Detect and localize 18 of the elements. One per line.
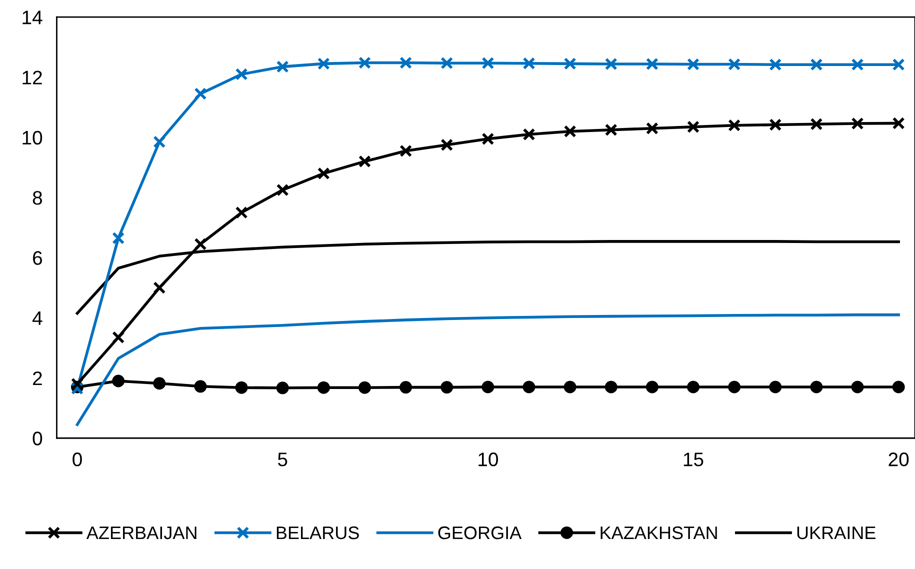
x-tick-label: 20 bbox=[888, 452, 909, 466]
x-tick-label: 5 bbox=[278, 452, 288, 466]
x-tick-label: 10 bbox=[478, 452, 498, 466]
legend-label: GEORGIA bbox=[438, 526, 522, 540]
y-tick-label: 2 bbox=[33, 371, 42, 386]
legend-label: BELARUS bbox=[276, 526, 359, 540]
y-tick-label: 10 bbox=[22, 130, 42, 145]
x-tick-label: 15 bbox=[684, 452, 704, 466]
y-tick-label: 8 bbox=[32, 190, 42, 205]
y-tick-label: 14 bbox=[22, 10, 42, 24]
legend-label: UKRAINE bbox=[797, 526, 876, 540]
y-tick-label: 4 bbox=[32, 311, 42, 325]
y-tick-label: 0 bbox=[32, 432, 42, 446]
legend-label: KAZAKHSTAN bbox=[600, 526, 717, 540]
y-tick-label: 6 bbox=[33, 251, 42, 265]
legend-label: AZERBAIJAN bbox=[86, 526, 196, 540]
y-tick-label: 12 bbox=[22, 70, 42, 84]
x-tick-label: 0 bbox=[72, 452, 82, 466]
